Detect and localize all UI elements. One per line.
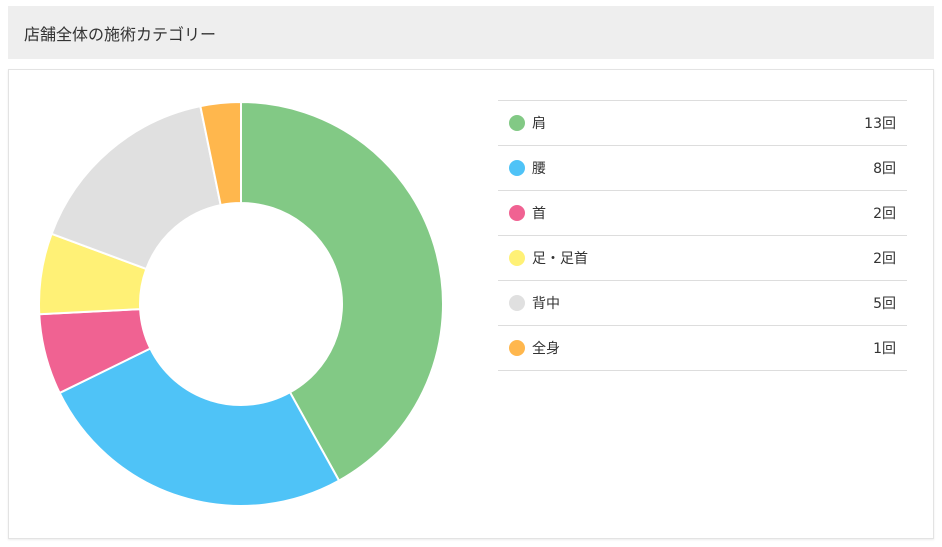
legend-value: 5回	[873, 296, 896, 312]
legend-swatch	[509, 115, 525, 131]
legend-value: 1回	[873, 341, 896, 357]
donut-slice-2	[58, 347, 341, 507]
legend-label: 足・足首	[532, 251, 588, 267]
legend-item: 肩 13回	[498, 101, 907, 146]
legend-swatch	[509, 250, 525, 266]
panel-title: 店舗全体の施術カテゴリー	[24, 24, 217, 44]
donut-slice-6	[199, 100, 242, 207]
legend-swatch	[509, 205, 525, 221]
legend-item: 足・足首 2回	[498, 236, 907, 281]
legend-value: 2回	[873, 206, 896, 222]
legend-swatch	[509, 295, 525, 311]
legend-label: 腰	[532, 161, 546, 177]
legend-item: 首 2回	[498, 191, 907, 236]
legend-label: 背中	[532, 296, 560, 312]
legend-swatch	[509, 160, 525, 176]
legend-item: 腰 8回	[498, 146, 907, 191]
donut-slice-5	[50, 104, 222, 271]
legend-value: 13回	[864, 116, 896, 132]
legend-item: 全身 1回	[498, 326, 907, 371]
legend-value: 2回	[873, 251, 896, 267]
legend-label: 全身	[532, 341, 560, 357]
legend-item: 背中 5回	[498, 281, 907, 326]
chart-panel: 肩 13回 腰 8回 首 2回 足・足首 2回 背中 5回 全身 1回	[8, 69, 934, 539]
donut-chart	[38, 100, 444, 507]
legend-value: 8回	[873, 161, 896, 177]
chart-legend: 肩 13回 腰 8回 首 2回 足・足首 2回 背中 5回 全身 1回	[498, 100, 907, 371]
legend-swatch	[509, 340, 525, 356]
panel-header: 店舗全体の施術カテゴリー	[8, 6, 934, 59]
legend-label: 肩	[532, 116, 546, 132]
donut-slice-1	[240, 100, 444, 482]
legend-label: 首	[532, 206, 546, 222]
